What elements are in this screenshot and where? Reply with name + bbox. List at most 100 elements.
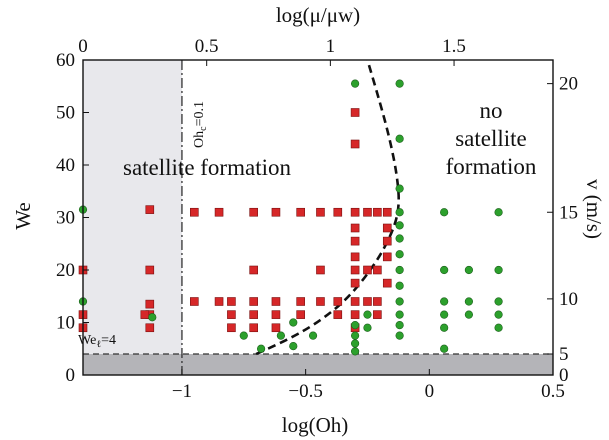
satellite-point bbox=[382, 207, 392, 217]
right-tick-label: 0 bbox=[559, 365, 569, 386]
satellite-point bbox=[350, 207, 360, 217]
y-tick-label: 60 bbox=[56, 50, 75, 71]
right-axis-label: v (m/s) bbox=[582, 179, 606, 239]
oh-c-subscript: c bbox=[198, 126, 209, 131]
no-satellite-point bbox=[351, 347, 360, 356]
top-tick-label: 1 bbox=[326, 36, 336, 57]
no-satellite-label-line1: no bbox=[480, 98, 503, 123]
oh-c-value: =0.1 bbox=[192, 101, 207, 126]
no-satellite-point bbox=[494, 323, 503, 332]
no-satellite-point bbox=[494, 297, 503, 306]
we-l-symbol: We bbox=[78, 333, 96, 348]
no-satellite-point bbox=[440, 297, 449, 306]
no-satellite-point bbox=[308, 331, 318, 340]
right-tick-label: 15 bbox=[559, 202, 578, 223]
top-tick-label: 1.5 bbox=[442, 36, 466, 57]
satellite-point bbox=[373, 265, 382, 275]
right-tick-label: 10 bbox=[559, 289, 578, 310]
no-satellite-point bbox=[351, 321, 360, 330]
right-tick-label: 5 bbox=[559, 344, 569, 365]
satellite-point bbox=[382, 223, 392, 233]
satellite-point bbox=[350, 310, 360, 319]
y-tick-label: 10 bbox=[56, 313, 75, 334]
no-satellite-point bbox=[440, 344, 449, 353]
no-satellite-point bbox=[395, 265, 404, 275]
we-l-annotation: Weℓ=4 bbox=[78, 333, 116, 350]
no-satellite-point bbox=[440, 265, 449, 275]
satellite-point bbox=[316, 297, 325, 306]
satellite-point bbox=[296, 207, 305, 217]
y-tick-label: 30 bbox=[56, 208, 75, 229]
satellite-point bbox=[214, 297, 224, 306]
right-tick-label: 20 bbox=[559, 74, 578, 95]
no-satellite-point bbox=[395, 321, 404, 330]
satellite-point bbox=[382, 252, 392, 262]
no-satellite-point bbox=[257, 344, 266, 353]
no-satellite-point bbox=[440, 208, 449, 217]
shaded-regions bbox=[83, 60, 553, 375]
satellite-point bbox=[373, 310, 382, 319]
x-tick-label: −1 bbox=[172, 381, 192, 402]
satellite-point bbox=[249, 310, 258, 319]
we-l-subscript: ℓ bbox=[96, 339, 101, 350]
y-axis-label: We bbox=[11, 202, 35, 229]
no-satellite-point bbox=[395, 208, 404, 217]
no-satellite-point bbox=[395, 297, 404, 306]
no-satellite-point bbox=[395, 234, 404, 243]
satellite-point bbox=[190, 207, 199, 217]
satellite-point bbox=[214, 207, 224, 217]
satellite-point bbox=[350, 265, 360, 275]
satellite-point bbox=[373, 207, 382, 217]
satellite-point bbox=[271, 323, 281, 333]
no-satellite-point bbox=[395, 184, 404, 193]
y-tick-label: 0 bbox=[66, 365, 76, 386]
satellite-point bbox=[145, 323, 155, 333]
no-satellite-point bbox=[363, 323, 372, 332]
satellite-point bbox=[227, 297, 236, 306]
satellite-point bbox=[373, 297, 382, 306]
satellite-point bbox=[363, 265, 372, 275]
low-oh-shaded-region bbox=[83, 60, 182, 375]
no-satellite-point bbox=[494, 310, 503, 319]
satellite-point bbox=[227, 323, 236, 333]
no-satellite-point bbox=[351, 331, 360, 340]
satellite-formation-label: satellite formation bbox=[123, 155, 291, 180]
satellite-point bbox=[382, 236, 392, 246]
satellite-point bbox=[333, 297, 343, 306]
x-axis-label: log(Oh) bbox=[282, 413, 349, 437]
satellite-point bbox=[145, 265, 155, 275]
satellite-point bbox=[333, 207, 343, 217]
satellite-point bbox=[363, 207, 372, 217]
satellite-point bbox=[316, 207, 325, 217]
y-tick-label: 40 bbox=[56, 155, 75, 176]
satellite-point bbox=[350, 223, 360, 233]
no-satellite-point bbox=[289, 318, 298, 327]
satellite-point bbox=[296, 310, 305, 319]
satellite-point bbox=[350, 278, 360, 288]
no-satellite-point bbox=[395, 79, 404, 88]
satellite-point bbox=[249, 207, 258, 217]
satellite-point bbox=[190, 297, 199, 306]
no-satellite-label-line3: formation bbox=[446, 154, 537, 179]
satellite-point bbox=[296, 297, 305, 306]
no-satellite-point bbox=[494, 265, 503, 275]
satellite-point bbox=[145, 299, 155, 309]
top-tick-label: 0.5 bbox=[195, 36, 219, 57]
x-tick-label: −0.5 bbox=[288, 381, 322, 402]
satellite-point bbox=[350, 139, 360, 149]
top-axis-label: log(μ/μw) bbox=[276, 3, 360, 27]
no-satellite-point bbox=[395, 331, 404, 340]
low-we-shaded-region bbox=[83, 354, 553, 375]
satellite-point bbox=[140, 310, 150, 319]
regime-boundary-curve bbox=[255, 59, 401, 356]
satellite-point bbox=[249, 265, 258, 275]
no-satellite-point bbox=[148, 313, 157, 322]
data-points bbox=[78, 79, 503, 356]
no-satellite-point bbox=[494, 208, 503, 217]
satellite-point bbox=[271, 310, 281, 319]
y-tick-label: 50 bbox=[56, 103, 75, 124]
no-satellite-point bbox=[395, 134, 404, 143]
satellite-point bbox=[316, 265, 325, 275]
